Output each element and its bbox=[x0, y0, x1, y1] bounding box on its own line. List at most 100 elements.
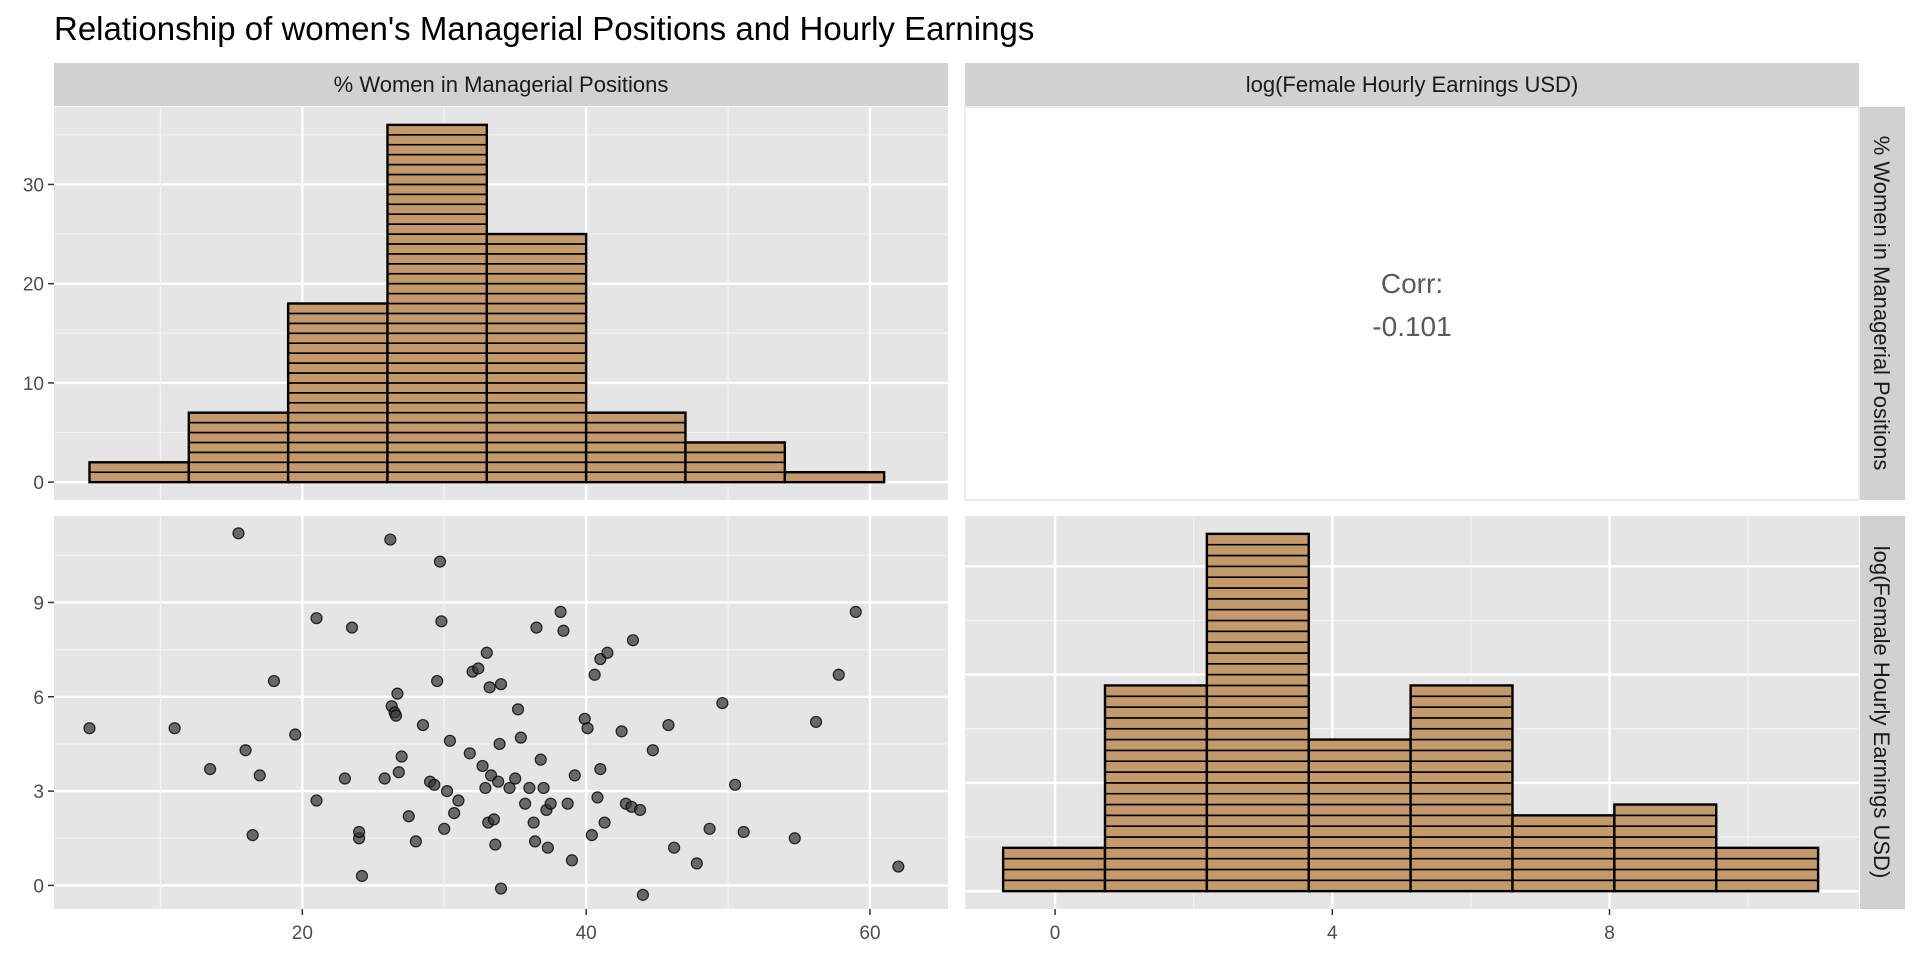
histogram-earnings-bar-segment bbox=[1409, 706, 1514, 719]
histogram-managerial-bar bbox=[684, 441, 787, 484]
histogram-earnings-bar-segment bbox=[1206, 641, 1310, 654]
scatter-point bbox=[703, 822, 716, 835]
histogram-managerial-bar-segment bbox=[188, 431, 289, 444]
histogram-managerial-bar-segment bbox=[486, 382, 587, 394]
histogram-earnings-bar-segment bbox=[1104, 814, 1208, 827]
scatter-point bbox=[232, 527, 245, 540]
histogram-managerial-bar-segment bbox=[684, 441, 786, 454]
histogram-managerial-bar-segment bbox=[386, 461, 488, 474]
histogram-earnings-bar-segment bbox=[1104, 847, 1208, 860]
histogram-earnings-bar-segment bbox=[1206, 836, 1310, 849]
histogram-earnings-bar-segment bbox=[1206, 695, 1310, 708]
histogram-managerial-bar-segment bbox=[684, 451, 786, 464]
scatter-point bbox=[483, 681, 496, 694]
histogram-earnings-bar-segment bbox=[1613, 847, 1718, 860]
histogram-managerial-bar-segment bbox=[684, 461, 786, 474]
histogram-managerial-bar-segment bbox=[287, 332, 389, 344]
histogram-managerial-bar-segment bbox=[386, 421, 488, 434]
histogram-earnings-bar-segment bbox=[1409, 836, 1514, 849]
histogram-earnings-bar-segment bbox=[1307, 857, 1412, 871]
scatter-point bbox=[557, 624, 570, 637]
scatter-point bbox=[594, 762, 607, 776]
scatter-point bbox=[416, 718, 430, 732]
strip-right-top bbox=[1860, 107, 1905, 500]
histogram-earnings-bar-segment bbox=[1511, 879, 1616, 892]
histogram-managerial-bar-segment bbox=[585, 421, 687, 434]
histogram-managerial-bar-segment bbox=[386, 243, 488, 255]
scatter-point bbox=[690, 857, 703, 870]
histogram-earnings-bar-segment bbox=[1307, 782, 1412, 795]
histogram-managerial-bar-segment bbox=[486, 322, 587, 335]
histogram-earnings-bar-segment bbox=[1002, 879, 1106, 892]
strip-label-right-bottom: log(Female Hourly Earnings USD) bbox=[1869, 546, 1894, 879]
histogram-managerial-bar-segment bbox=[386, 362, 488, 374]
scatter-point bbox=[615, 725, 628, 738]
histogram-managerial-y-tick-label: 20 bbox=[23, 275, 44, 296]
scatter-point bbox=[168, 722, 181, 735]
histogram-managerial-bar-segment bbox=[386, 332, 488, 344]
histogram-earnings-bar-segment bbox=[1409, 803, 1514, 817]
scatter-point bbox=[433, 555, 447, 568]
histogram-managerial-bar-segment bbox=[287, 372, 389, 384]
scatter-y-tick-label: 0 bbox=[33, 876, 44, 897]
scatter-point bbox=[662, 718, 675, 732]
histogram-managerial-bar-segment bbox=[486, 421, 587, 434]
histogram-earnings-bar-segment bbox=[1206, 543, 1310, 557]
histogram-managerial-y-tick-label: 0 bbox=[33, 473, 44, 494]
histogram-managerial-bar-segment bbox=[486, 352, 587, 364]
scatter-point bbox=[514, 731, 527, 744]
histogram-managerial-bar-segment bbox=[486, 392, 587, 404]
histogram-managerial-bar-segment bbox=[386, 342, 488, 354]
scatter-x-tick-label: 60 bbox=[859, 923, 880, 944]
histogram-managerial-bar-segment bbox=[188, 451, 289, 464]
histogram-managerial-bar-segment bbox=[585, 451, 687, 464]
histogram-managerial-bar-segment bbox=[188, 421, 289, 434]
histogram-managerial-bar-segment bbox=[585, 441, 687, 454]
histogram-earnings-bar-segment bbox=[1206, 760, 1310, 773]
histogram-earnings-bar-segment bbox=[1206, 587, 1310, 600]
histogram-managerial-bar-segment bbox=[386, 233, 488, 245]
histogram-earnings-bar-segment bbox=[1104, 727, 1208, 741]
histogram-earnings-bar-segment bbox=[1409, 879, 1514, 892]
scatter-point bbox=[395, 750, 408, 763]
scatter-point bbox=[402, 810, 415, 823]
scatter-point bbox=[849, 605, 862, 618]
histogram-managerial-y-tick-label: 30 bbox=[23, 175, 44, 196]
histogram-earnings-bar-segment bbox=[1307, 814, 1412, 827]
histogram-managerial-bar-segment bbox=[287, 471, 389, 483]
histogram-earnings-bar-segment bbox=[1206, 630, 1310, 643]
histogram-earnings-bar-segment bbox=[1409, 749, 1514, 763]
histogram-managerial-bar-segment bbox=[585, 461, 687, 474]
histogram-managerial-bar-segment bbox=[486, 312, 587, 325]
histogram-earnings-bar-segment bbox=[1104, 760, 1208, 773]
histogram-managerial-bar-segment bbox=[88, 471, 190, 483]
scatter-panel: 0 3 6 9 20 40 60 bbox=[33, 516, 948, 944]
histogram-managerial-bar-segment bbox=[486, 461, 587, 474]
histogram-managerial-bar-segment bbox=[386, 411, 488, 424]
scatter-point bbox=[494, 678, 508, 691]
scatter-point bbox=[338, 772, 352, 785]
scatter-point bbox=[489, 838, 502, 851]
histogram-managerial-y-tick-label: 10 bbox=[23, 374, 44, 395]
histogram-earnings-bar-segment bbox=[1409, 792, 1514, 806]
scatter-point bbox=[729, 778, 742, 791]
histogram-managerial-bar-segment bbox=[486, 332, 587, 344]
correlation-panel-background bbox=[964, 106, 1860, 501]
histogram-managerial-bar-segment bbox=[386, 124, 488, 136]
histogram-managerial-bar-segment bbox=[188, 471, 289, 483]
histogram-earnings-bar-segment bbox=[1409, 857, 1514, 871]
histogram-managerial-bar-segment bbox=[386, 183, 488, 196]
histogram-managerial-bar-segment bbox=[287, 441, 389, 454]
histogram-managerial-bar-segment bbox=[386, 272, 488, 285]
histogram-managerial-bar-segment bbox=[585, 431, 687, 444]
histogram-managerial-bar-segment bbox=[287, 342, 389, 354]
histogram-earnings-bar-segment bbox=[1307, 760, 1412, 773]
histogram-earnings-bar-segment bbox=[1104, 868, 1208, 882]
scatter-point bbox=[633, 803, 647, 817]
scatter-point bbox=[389, 709, 403, 722]
histogram-managerial-bar-segment bbox=[486, 471, 587, 483]
histogram-earnings-bar-segment bbox=[1002, 847, 1106, 860]
scatter-point bbox=[511, 703, 525, 716]
histogram-earnings-x-tick-label: 4 bbox=[1327, 923, 1338, 944]
histogram-managerial-bar-segment bbox=[386, 382, 488, 394]
